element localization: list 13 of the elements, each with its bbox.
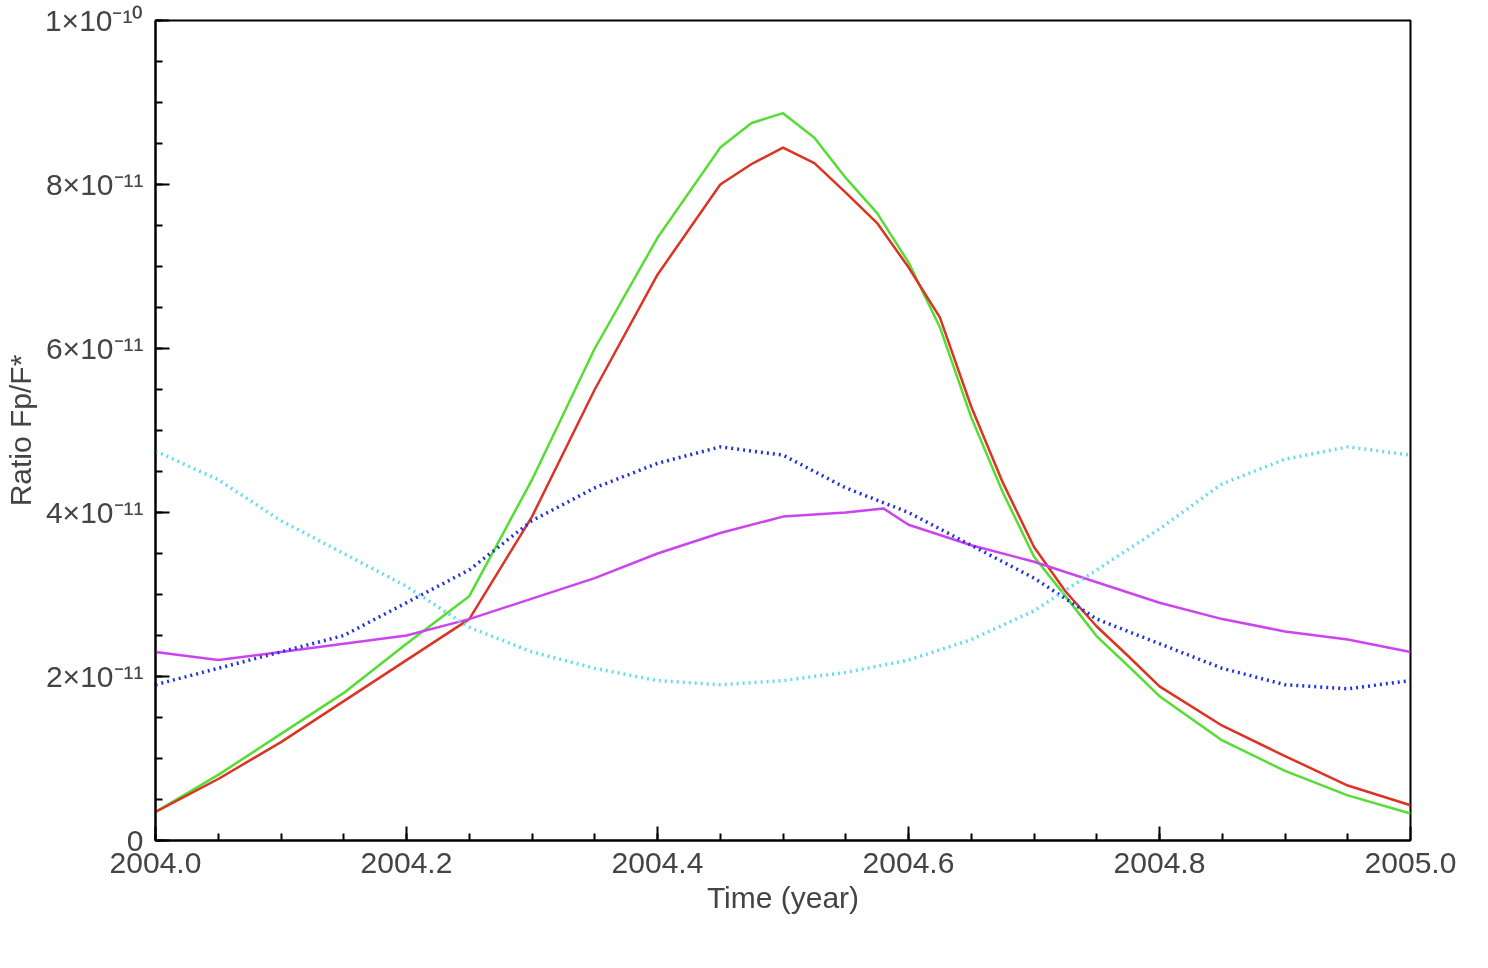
y-tick-label: 4×10⁻¹¹ — [45, 496, 144, 529]
x-axis-title: Time (year) — [706, 880, 860, 914]
y-tick-label: 2×10⁻¹¹ — [45, 660, 144, 693]
y-tick-label: 6×10⁻¹¹ — [45, 332, 144, 365]
x-tick-label: 2004.4 — [611, 845, 704, 879]
y-axis-title: Ratio Fp/F* — [3, 354, 37, 507]
x-tick-label: 2004.2 — [360, 845, 453, 879]
y-tick-label: 1×10⁻¹⁰ — [44, 4, 144, 37]
x-tick-label: 2004.6 — [862, 845, 955, 879]
line-series — [155, 507, 1411, 662]
x-tick-label: 2004.8 — [1113, 845, 1206, 879]
x-tick-label: 2005.0 — [1364, 845, 1457, 879]
y-tick-label: 8×10⁻¹¹ — [45, 168, 144, 201]
